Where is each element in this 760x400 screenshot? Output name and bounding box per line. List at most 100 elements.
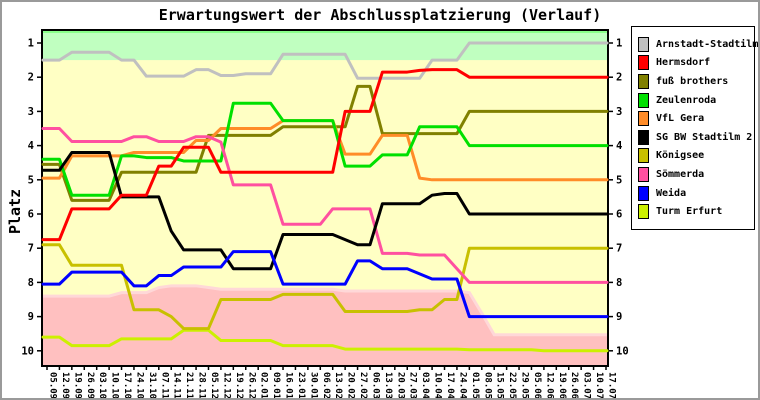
x-tick-label: 29.05 [520, 372, 530, 399]
x-tick-label: 24.04 [457, 372, 467, 400]
series-line-koenigsee [41, 243, 609, 331]
x-tick-label: 05.12 [209, 372, 219, 399]
x-tick-label: 12.06 [544, 372, 554, 399]
legend-swatch-vfl-gera [638, 111, 649, 127]
series-line-soemmerda [41, 127, 609, 284]
x-tick-label: 02.01 [259, 372, 269, 399]
y-tick-label-left: 3 [28, 106, 34, 118]
legend-item-zeulenroda: Zeulenroda [638, 91, 754, 110]
x-tick-label: 17.10 [122, 372, 132, 399]
x-tick-label: 06.02 [321, 372, 331, 399]
y-tick-label-left: 5 [28, 174, 34, 186]
x-tick-label: 17.07 [607, 372, 617, 399]
legend-label: Königsee [656, 150, 705, 162]
x-tick-label: 05.09 [48, 372, 58, 399]
x-tick-label: 20.02 [346, 372, 356, 399]
legend-item-koenigsee: Königsee [638, 147, 754, 166]
plot-border [41, 29, 609, 367]
x-tick-label: 07.11 [159, 372, 169, 399]
x-tick-label: 21.11 [184, 372, 194, 399]
legend-box: Arnstadt-Stadtilm Hermsdorf fuß brothers Ze… [631, 26, 758, 230]
x-tick-label: 03.07 [582, 372, 592, 399]
chart-title: Erwartungswert der Abschlussplatzierung … [158, 6, 602, 24]
y-tick-label-right: 10 [616, 345, 629, 357]
legend-label: Sömmerda [656, 168, 705, 180]
x-tick-label: 10.10 [110, 372, 120, 399]
y-tick-label-right: 4 [616, 140, 622, 152]
x-tick-label: 31.10 [147, 372, 157, 399]
y-tick-label-right: 8 [616, 277, 622, 289]
series-line-weida [41, 250, 609, 319]
legend-swatch-soemmerda [638, 166, 649, 182]
series-line-arnstadt-stadtilm [41, 41, 609, 80]
legend-item-turm-erfurt: Turm Erfurt [638, 202, 754, 221]
x-tick-label: 19.12 [234, 372, 244, 399]
y-tick-label-right: 3 [616, 106, 622, 118]
y-tick-label-right: 9 [616, 311, 622, 323]
y-tick-label-left: 6 [28, 209, 34, 221]
legend-swatch-koenigsee [638, 148, 649, 164]
legend-swatch-sg-bw-stadtilm-2 [638, 129, 649, 145]
x-tick-label: 26.06 [569, 372, 579, 399]
x-tick-label: 26.09 [85, 372, 95, 399]
y-tick-label-left: 7 [28, 243, 34, 255]
x-tick-label: 01.05 [470, 372, 480, 399]
legend-label: Zeulenroda [656, 94, 717, 106]
x-tick-label: 28.11 [197, 372, 207, 399]
legend-swatch-zeulenroda [638, 92, 649, 108]
legend-swatch-turm-erfurt [638, 204, 649, 220]
x-tick-label: 06.03 [370, 372, 380, 399]
legend-label: Hermsdorf [656, 57, 711, 69]
x-tick-label: 09.01 [271, 372, 281, 399]
x-tick-label: 10.07 [594, 372, 604, 399]
x-tick-label: 22.05 [507, 372, 517, 399]
y-tick-label-left: 8 [28, 277, 34, 289]
legend-swatch-hermsdorf [638, 55, 649, 71]
x-tick-label: 12.12 [221, 372, 231, 399]
legend-label: SG BW Stadtilm 2 [656, 131, 753, 143]
y-tick-label-left: 9 [28, 311, 34, 323]
legend-swatch-weida [638, 185, 649, 201]
x-tick-label: 30.01 [308, 372, 318, 399]
y-tick-label-left: 2 [28, 72, 34, 84]
series-line-hermsdorf [41, 68, 609, 242]
zone-relegation-edge [43, 284, 607, 337]
x-tick-label: 24.10 [134, 372, 144, 399]
legend-label: Arnstadt-Stadtilm [656, 38, 759, 50]
legend-label: VfL Gera [656, 113, 705, 125]
y-tick-label-left: 10 [21, 345, 34, 357]
x-tick-label: 03.10 [97, 372, 107, 399]
x-tick-label: 27.03 [408, 372, 418, 399]
x-tick-label: 15.05 [495, 372, 505, 399]
y-tick-label-right: 1 [616, 38, 622, 50]
legend-item-fuss-brothers: fuß brothers [638, 72, 754, 91]
y-tick-label-left: 1 [28, 38, 34, 50]
y-tick-label-left: 4 [28, 140, 34, 152]
legend-item-arnstadt-stadtilm: Arnstadt-Stadtilm [638, 35, 758, 54]
legend-swatch-arnstadt-stadtilm [638, 36, 649, 52]
x-tick-label: 16.01 [284, 372, 294, 399]
legend-label: fuß brothers [656, 75, 729, 87]
x-tick-label: 23.01 [296, 372, 306, 399]
y-tick-label-right: 2 [616, 72, 622, 84]
y-tick-label-right: 7 [616, 243, 622, 255]
legend-swatch-fuss-brothers [638, 73, 649, 89]
legend-label: Weida [656, 187, 687, 199]
legend-item-vfl-gera: VfL Gera [638, 109, 754, 128]
x-tick-label: 26.12 [246, 372, 256, 399]
series-line-sg-bw-stadtilm-2 [41, 150, 609, 271]
x-tick-label: 12.09 [60, 372, 70, 399]
x-tick-label: 17.04 [445, 372, 455, 400]
x-tick-label: 08.05 [482, 372, 492, 399]
zone-promotion-edge [42, 30, 608, 33]
series-line-fuss-brothers [41, 84, 609, 202]
x-tick-label: 13.02 [333, 372, 343, 399]
x-tick-label: 10.04 [433, 372, 443, 400]
x-tick-label: 20.03 [395, 372, 405, 399]
x-tick-label: 05.06 [532, 372, 542, 399]
x-tick-label: 19.06 [557, 372, 567, 399]
legend-item-hermsdorf: Hermsdorf [638, 54, 754, 73]
series-line-zeulenroda [41, 101, 609, 197]
